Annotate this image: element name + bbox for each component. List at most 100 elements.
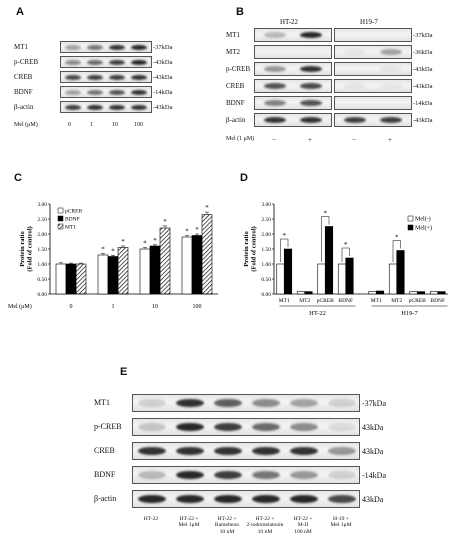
chart-d-bar [304,291,313,295]
panel-b-marker: -14kDa [413,100,433,107]
panel-a-dose: 10 [112,122,118,128]
chart-d-significance: * [395,234,399,242]
chart-c-bar [191,235,203,295]
chart-d-x-tick-label: MT2 [299,298,310,304]
chart-d-bar [283,248,293,295]
chart-c-bar [181,236,193,295]
chart-d-bar [276,263,285,295]
chart-d-y-label: Protein ratio(Fold of control) [243,226,258,271]
panel-e-strip [132,394,360,412]
chart-d-bar [368,291,377,295]
panel-a-band [65,44,81,50]
panel-a-band [65,59,81,65]
chart-d-x-tick-label: MT1 [279,298,290,304]
panel-a-row-label: β-actin [14,103,34,111]
panel-a-band [131,74,147,80]
chart-d-x-tick-label: pCREB [317,298,334,304]
chart-c-bar [149,245,161,295]
panel-a-row-label: CREB [14,73,33,81]
chart-c-bar [107,256,119,295]
panel-a-band [131,44,147,50]
chart-d-bar [296,291,306,295]
panel-a-strip [60,56,152,68]
chart-c-significance: * [121,238,125,246]
panel-a-strip [60,41,152,53]
panel-e-marker: 43kDa [362,447,384,456]
chart-d-y-tick-label: 2.50 [261,217,271,223]
panel-e-strip [132,442,360,460]
chart-c-x-label: Mel (μM) [8,303,32,310]
chart-c-x-tick-label: 100 [193,304,202,310]
panel-b-band [300,83,322,89]
panel-b-row-label: CREB [226,82,245,90]
chart-c-bar [159,227,171,295]
panel-e-band [176,423,204,431]
panel-b-strip [254,113,332,127]
panel-a-band [65,89,81,95]
chart-d-y-tick-label: 1.00 [261,262,271,268]
panel-a-marker: -37kDa [153,44,173,51]
panel-a-band [131,104,147,110]
chart-c-x-tick-label: 1 [112,304,115,310]
panel-e-band [138,423,166,431]
panel-e-band [290,423,318,431]
chart-d-x-tick-label: pCREB [409,298,426,304]
panel-b-band [380,117,402,123]
panel-b-blot: HT-22 H19-7 MT1 -37kDa MT2 -36kDa p-CREB -43kDa… [226,0,456,165]
panel-a-band [109,59,125,65]
chart-d-y-tick-label: 0.00 [261,292,271,298]
panel-b-cell-line: HT-22 [280,18,299,26]
panel-b-strip [254,28,332,42]
panel-b-strip [334,62,412,76]
panel-e-band [138,399,166,407]
panel-a-label: A [16,6,24,18]
panel-e-strip [132,490,360,508]
panel-e-band [328,471,356,479]
chart-d-x-tick-label: BDNF [430,298,445,304]
panel-e-band [290,471,318,479]
panel-e-band [214,495,242,503]
panel-b-row-label: MT1 [226,31,240,39]
chart-c-y-tick-label: 0.00 [37,292,47,298]
panel-a-band [87,104,103,110]
panel-a-marker: -43kDa [153,74,173,81]
panel-e-band [252,495,280,503]
chart-c-x-tick-label: 0 [70,304,73,310]
chart-d-sig-bracket [341,247,350,262]
chart-d-sig-bracket [280,238,289,262]
panel-b-band [264,66,286,72]
panel-e-blot: MT1 -37kDa p-CREB 43kDa CREB 43kDa BDNF -14kDa β… [0,370,456,550]
chart-d-y-tick-label: 0.50 [261,277,271,283]
panel-b-strip [334,45,412,59]
chart-d-legend-swatch [407,215,414,222]
panel-b-sign: + [308,136,312,144]
panel-e-band [214,471,242,479]
panel-e-marker: 43kDa [362,423,384,432]
chart-c-y-tick-label: 3.00 [37,202,47,208]
chart-c-significance: * [101,246,105,254]
chart-c-significance: * [153,237,157,245]
chart-d-group-label: HT-22 [309,310,326,317]
panel-a-strip [60,86,152,98]
chart-c-legend-label: pCREB [65,209,82,215]
panel-e-band [214,399,242,407]
panel-b-sign: − [272,136,276,144]
panel-e-lane-label: HT-22 [143,516,159,522]
chart-d-x-tick-label: BDNF [338,298,353,304]
panel-a-marker: -43kDa [153,104,173,111]
chart-c-bar [201,214,213,295]
chart-d-legend-swatch [407,224,414,231]
panel-d-label: D [240,172,248,184]
panel-e-strip [132,418,360,436]
chart-c-legend-label: BDNF [65,217,80,223]
panel-b-band [344,117,366,123]
chart-c-significance: * [163,218,167,226]
panel-b-sign: − [352,136,356,144]
panel-b-marker: -43kDa [413,117,433,124]
panel-a-band [87,59,103,65]
chart-d-legend-label: Mel(-) [415,216,431,223]
panel-b-band [264,32,286,38]
panel-a-band [87,89,103,95]
panel-a-band [109,89,125,95]
panel-e-band [328,423,356,431]
